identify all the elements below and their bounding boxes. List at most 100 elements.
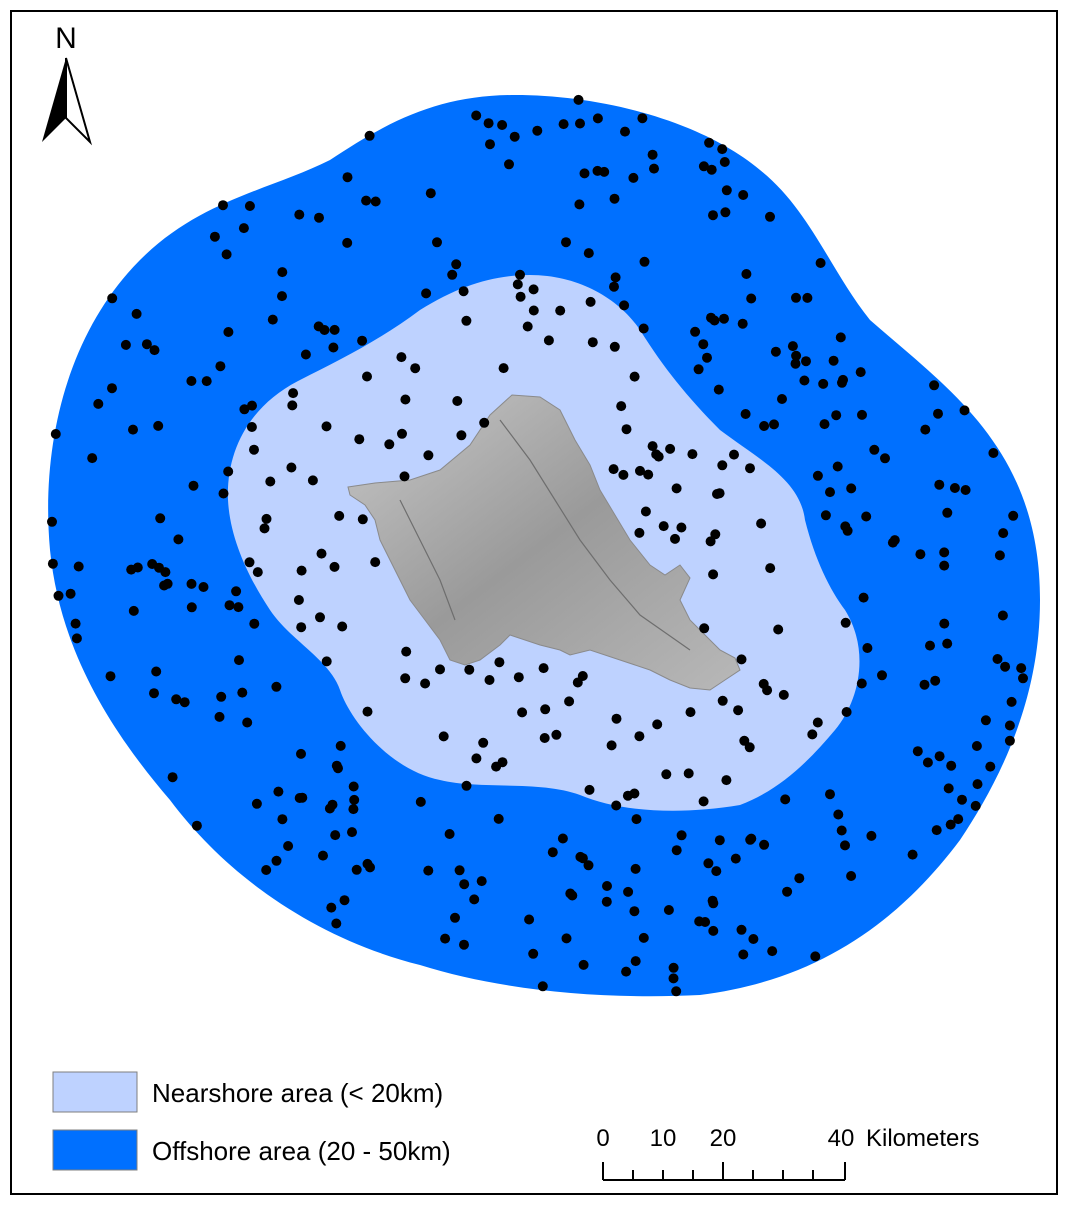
sample-point [454, 865, 465, 876]
sample-point [583, 248, 594, 259]
sample-point [998, 528, 1009, 539]
sample-point [574, 199, 585, 210]
sample-point [410, 363, 421, 374]
sample-point [479, 417, 490, 428]
sample-point [557, 833, 568, 844]
sample-point [857, 409, 867, 420]
sample-point [719, 157, 730, 167]
sample-point [478, 737, 489, 748]
sample-point [159, 580, 170, 591]
sample-point [485, 139, 495, 150]
sample-point [179, 697, 190, 708]
sample-point [234, 655, 244, 666]
sample-point [791, 350, 802, 361]
sample-point [609, 193, 620, 204]
sample-point [348, 804, 359, 815]
sample-point [321, 421, 332, 432]
sample-point [131, 308, 142, 319]
sample-point [721, 775, 732, 786]
sample-point [1004, 720, 1015, 731]
sample-point [491, 761, 502, 772]
sample-point [592, 165, 603, 176]
scale-tick-10: 10 [650, 1125, 677, 1152]
sample-point [476, 876, 487, 887]
sample-point [224, 600, 235, 611]
sample-point [729, 449, 739, 460]
sample-point [861, 511, 872, 522]
sample-point [842, 525, 853, 536]
sample-point [342, 172, 353, 183]
sample-point [992, 654, 1003, 664]
sample-point [780, 794, 791, 805]
sample-point [504, 159, 514, 170]
sample-point [765, 563, 776, 574]
sample-point [585, 296, 596, 307]
sample-point [741, 269, 752, 279]
sample-point [339, 895, 350, 906]
sample-point [946, 760, 957, 771]
sample-point [567, 890, 578, 901]
sample-point [461, 315, 472, 326]
sample-point [484, 675, 495, 685]
legend-label-nearshore: Nearshore area (< 20km) [152, 1078, 443, 1108]
sample-point [551, 729, 562, 740]
sample-point [237, 687, 248, 698]
sample-point [362, 371, 372, 382]
sample-point [420, 678, 431, 689]
sample-point [528, 948, 539, 959]
sample-point [704, 137, 715, 148]
sample-point [370, 196, 381, 207]
sample-point [942, 638, 953, 649]
sample-point [547, 847, 558, 858]
sample-point [191, 820, 202, 831]
sample-point [247, 400, 257, 411]
sample-point [819, 419, 830, 430]
sample-point [294, 209, 305, 220]
sample-point [464, 664, 475, 675]
sample-point [397, 428, 407, 439]
sample-point [744, 742, 755, 753]
sample-point [634, 527, 645, 538]
sample-point [746, 293, 757, 304]
sample-point [856, 678, 867, 689]
sample-point [167, 772, 178, 783]
sample-point [186, 602, 197, 613]
sample-point [399, 471, 410, 482]
sample-point [971, 741, 982, 751]
sample-point [773, 624, 784, 635]
sample-point [711, 866, 722, 877]
sample-point [327, 799, 338, 810]
scale-bar [602, 1162, 846, 1181]
sample-point [651, 449, 662, 460]
sample-point [249, 618, 260, 629]
sample-point [296, 622, 307, 633]
sample-point [661, 769, 672, 780]
sample-point [577, 853, 588, 864]
sample-point [396, 352, 407, 363]
sample-point [435, 664, 445, 675]
sample-point [494, 657, 505, 668]
sample-point [658, 521, 669, 532]
sample-point [670, 533, 680, 544]
sample-point [357, 514, 368, 525]
sample-point [584, 784, 595, 795]
north-arrow-label: N [55, 22, 77, 55]
sample-point [836, 825, 847, 836]
sample-point [314, 212, 324, 223]
sample-point [668, 962, 679, 973]
sample-point [71, 633, 82, 644]
sample-point [702, 352, 712, 363]
sample-point [846, 871, 857, 881]
sample-point [313, 321, 324, 332]
scale-unit: Kilometers [866, 1125, 979, 1152]
sample-point [335, 740, 346, 751]
sample-point [459, 939, 469, 950]
sample-point [628, 172, 639, 183]
sample-point [277, 814, 288, 825]
sample-point [621, 424, 632, 435]
sample-point [450, 912, 460, 923]
sample-point [458, 286, 469, 297]
sample-point [635, 465, 645, 476]
sample-point [690, 326, 701, 337]
sample-point [769, 419, 779, 430]
